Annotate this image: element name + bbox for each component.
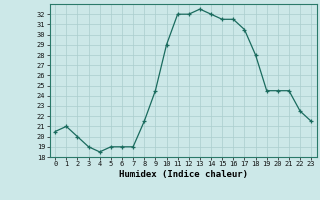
X-axis label: Humidex (Indice chaleur): Humidex (Indice chaleur) (119, 170, 248, 179)
